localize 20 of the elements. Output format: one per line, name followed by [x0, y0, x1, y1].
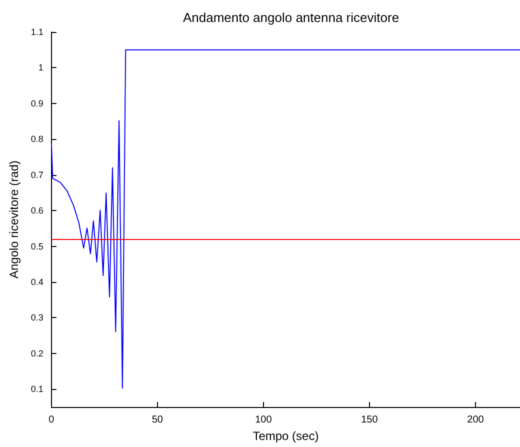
- y-tick-label: 0.8: [30, 134, 44, 144]
- x-tick-label: 0: [48, 414, 55, 426]
- line-series: [50, 49, 520, 389]
- y-tick-label: 0.9: [30, 98, 44, 108]
- y-axis-title: Angolo ricevitore (rad): [7, 160, 21, 279]
- x-tick-label: 50: [152, 414, 164, 426]
- y-tick-label: 0.4: [30, 277, 44, 287]
- x-tick-label: 200: [467, 414, 484, 426]
- y-tick-label: 0.5: [30, 241, 44, 252]
- x-tick-label: 100: [255, 414, 272, 426]
- y-tick-label: 1: [38, 62, 44, 73]
- y-tick-label: 0.2: [30, 348, 44, 358]
- y-tick-label: 0.6: [30, 206, 44, 216]
- y-tick-label: 0.1: [30, 384, 44, 394]
- x-axis-title: Tempo (sec): [252, 428, 319, 443]
- chart-title: Andamento angolo antenna ricevitore: [182, 10, 400, 25]
- y-tick-label: 0.7: [30, 170, 44, 180]
- x-tick-label: 150: [361, 414, 378, 426]
- y-tick-label: 1.1: [30, 27, 44, 37]
- y-tick-label: 0.3: [30, 312, 44, 323]
